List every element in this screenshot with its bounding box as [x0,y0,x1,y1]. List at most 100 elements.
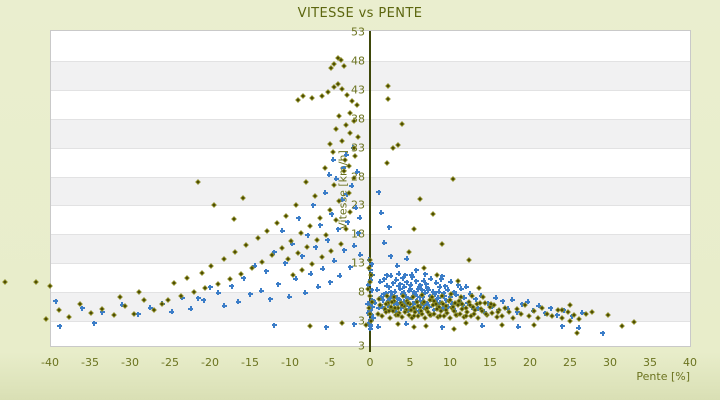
data-point-serie-bleue [411,289,417,295]
data-point-serie-bleue [386,284,392,290]
data-point-serie-bleue [320,266,326,272]
data-point-serie-bleue [252,263,258,268]
data-point-serie-bleue [448,279,454,285]
data-point-serie-bleue [296,215,302,221]
data-point-serie-bleue [357,252,363,258]
x-tick-label: -35 [81,356,99,369]
data-point-serie-bleue [392,289,398,295]
data-point-serie-bleue [379,304,385,310]
data-point-serie-bleue [396,271,402,277]
data-point-serie-bleue [279,228,285,234]
data-point-serie-bleue [394,263,400,268]
data-point-serie-bleue [195,295,201,301]
data-point-serie-bleue [384,272,390,278]
data-point-serie-bleue [425,287,431,293]
x-tick-label: 10 [443,356,457,369]
x-axis-title: Pente [%] [636,370,690,383]
data-point-serie-bleue [355,230,361,236]
data-point-serie-bleue [343,152,349,158]
data-point-serie-bleue [179,295,185,301]
data-point-serie-bleue [423,281,429,287]
zero-axis-line [369,31,371,352]
data-point-serie-bleue [377,279,383,285]
data-point-serie-bleue [310,202,316,208]
data-point-serie-bleue [313,244,319,250]
data-point-serie-bleue [439,273,445,279]
data-point-serie-bleue [323,324,329,330]
data-point-serie-bleue [453,292,459,298]
y-axis-min-label: 3 [358,339,365,353]
data-point-serie-bleue [147,305,153,311]
data-point-serie-bleue [302,290,308,296]
data-point-serie-bleue [315,284,321,290]
data-point-serie-bleue [441,290,447,296]
data-point-serie-bleue [431,307,437,313]
data-point-serie-bleue [376,189,382,195]
x-tick-label: -20 [201,356,219,369]
data-point-serie-bleue [473,296,479,302]
data-point-serie-bleue [341,165,347,171]
data-point-serie-bleue [351,321,357,327]
data-point-serie-bleue [403,321,409,327]
y-tick-label: 8 [358,285,365,299]
data-point-serie-bleue [380,297,386,303]
data-point-serie-bleue [188,306,194,312]
data-point-serie-bleue [299,253,305,259]
data-point-serie-bleue [440,305,446,311]
data-point-serie-bleue [393,277,399,283]
data-point-serie-bleue [441,293,447,299]
data-point-serie-bleue [368,307,374,313]
x-tick-label: -40 [41,356,59,369]
data-point-serie-bleue [381,276,387,282]
data-point-serie-bleue [322,190,328,196]
data-point-serie-bleue [413,278,419,284]
data-point-serie-bleue [386,224,392,230]
data-point-serie-bleue [397,281,403,287]
data-point-serie-bleue [500,298,506,304]
x-tick-label: -25 [161,356,179,369]
data-point-serie-bleue [455,282,461,288]
data-point-serie-bleue [201,297,207,303]
data-point-serie-bleue [215,290,221,296]
data-point-serie-bleue [401,284,407,290]
data-point-serie-bleue [308,271,314,277]
x-tick-label: 25 [563,356,577,369]
x-tick-label: 35 [643,356,657,369]
data-point-serie-bleue [410,301,416,307]
data-point-serie-bleue [419,287,425,293]
y-tick-label: 3 [358,314,365,328]
data-point-serie-bleue [423,301,429,307]
data-point-serie-bleue [435,295,441,301]
data-point-serie-bleue [525,299,531,305]
data-point-serie-bleue [430,289,436,295]
data-point-serie-bleue [378,210,384,216]
data-point-serie-bleue [354,169,360,175]
x-tick-label: 5 [406,356,414,369]
data-point-serie-bleue [413,267,419,273]
data-point-serie-bleue [388,289,394,295]
data-point-serie-bleue [579,310,585,316]
data-point-serie-bleue [559,323,565,329]
data-point-serie-bleue [79,305,85,311]
data-point-serie-bleue [463,284,469,290]
data-point-serie-bleue [445,304,451,310]
data-point-serie-bleue [351,243,357,249]
data-point-serie-bleue [509,297,515,303]
data-point-serie-bleue [366,300,372,306]
data-point-serie-bleue [536,303,542,309]
data-point-serie-bleue [341,247,347,253]
data-point-serie-bleue [445,287,451,293]
data-point-serie-bleue [275,281,281,287]
data-point-serie-bleue [576,325,582,331]
data-point-serie-bleue [99,309,105,315]
x-tick-label: 30 [603,356,617,369]
data-point-serie-bleue [235,299,241,305]
x-tick-label: -15 [241,356,259,369]
data-point-serie-bleue [293,276,299,282]
data-point-serie-bleue [369,261,375,267]
data-point-serie-bleue [207,284,213,290]
data-point-serie-bleue [333,176,339,182]
x-tick-label: 20 [523,356,537,369]
data-point-serie-bleue [442,283,448,289]
data-point-serie-bleue [376,305,382,311]
